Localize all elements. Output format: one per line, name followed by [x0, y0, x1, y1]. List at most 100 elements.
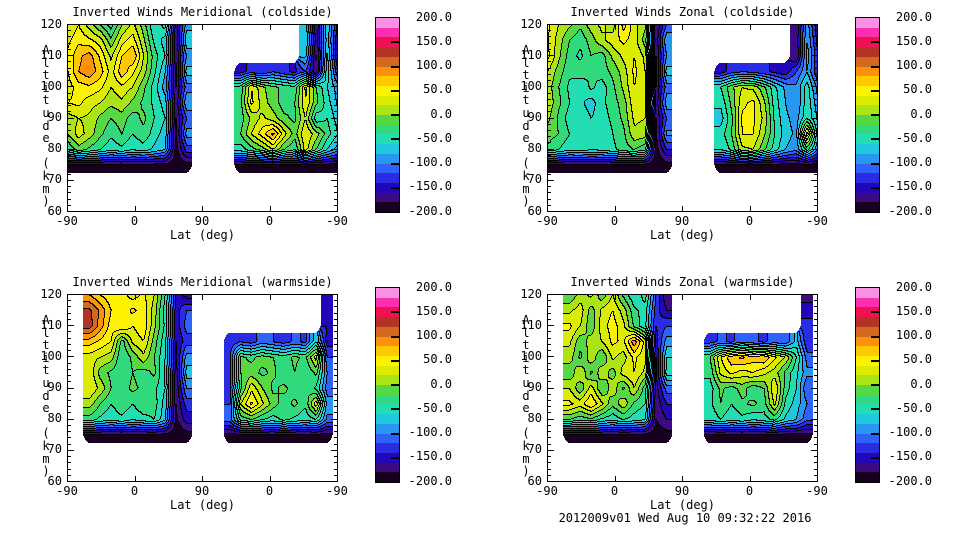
colorbar-tick-label: 50.0 — [423, 352, 452, 367]
colorbar-tick-label: -50.0 — [895, 400, 932, 415]
colorbar-tick — [871, 114, 879, 116]
contour-plot-canvas — [547, 24, 818, 212]
colorbar-tick-label: 150.0 — [895, 303, 932, 318]
colorbar-band — [376, 336, 399, 347]
y-tick-label: 60 — [47, 203, 62, 218]
colorbar-band — [856, 47, 879, 57]
colorbar-band — [376, 173, 399, 183]
colorbar-band — [376, 365, 399, 376]
ylabel-char: ( — [42, 426, 50, 441]
x-tick-label: -90 — [56, 484, 78, 498]
y-tick-label: 110 — [40, 47, 62, 62]
colorbar-band — [856, 37, 879, 48]
colorbar-tick-label: -100.0 — [408, 425, 452, 439]
ylabel-char: t — [42, 93, 50, 108]
colorbar-band — [856, 27, 879, 38]
colorbar-band — [376, 37, 399, 48]
colorbar-band — [856, 66, 879, 77]
colorbar-band — [376, 134, 399, 145]
colorbar-tick — [391, 162, 399, 165]
colorbar-band — [376, 105, 399, 116]
colorbar-tick — [391, 359, 399, 362]
colorbar-band — [856, 105, 879, 116]
colorbar-band — [856, 124, 879, 135]
x-tick-label: 0 — [610, 484, 619, 498]
colorbar-tick-label: -150.0 — [408, 449, 452, 464]
ylabel-char: u — [42, 105, 50, 120]
colorbar-tick-label: 150.0 — [895, 33, 932, 48]
colorbar-band — [856, 163, 879, 174]
colorbar-band — [376, 355, 399, 366]
x-tick-label: 0 — [745, 484, 754, 498]
colorbar-band — [376, 95, 399, 106]
colorbar-tick-label: 50.0 — [423, 82, 452, 97]
ylabel-char: l — [522, 325, 530, 340]
colorbar-band — [856, 202, 879, 213]
colorbar-tick — [391, 311, 399, 314]
colorbar-band — [376, 423, 399, 434]
contour-plot-canvas — [67, 24, 338, 212]
colorbar-band — [376, 404, 399, 415]
colorbar-tick-label: 100.0 — [415, 58, 452, 72]
ylabel-char: i — [42, 350, 50, 365]
colorbar — [375, 287, 400, 483]
colorbar-band — [856, 326, 879, 337]
ylabel-char: k — [522, 168, 530, 183]
colorbar-band — [856, 355, 879, 366]
x-tick-label: -90 — [536, 484, 558, 498]
ylabel-char: ) — [522, 194, 530, 209]
colorbar-band — [376, 163, 399, 174]
ylabel-char: d — [522, 118, 530, 133]
colorbar-band — [376, 443, 399, 453]
colorbar-band — [376, 192, 399, 203]
y-tick-label: 80 — [527, 411, 542, 426]
colorbar-tick — [391, 186, 399, 189]
colorbar-tick-label: 100.0 — [895, 58, 932, 72]
colorbar-band — [856, 472, 879, 483]
colorbar-tick — [871, 89, 879, 92]
colorbar-tick — [871, 384, 879, 386]
ylabel-char: k — [522, 438, 530, 453]
y-tick-label: 90 — [527, 380, 542, 394]
colorbar-band — [376, 85, 399, 96]
colorbar-band — [376, 346, 399, 356]
colorbar-band — [376, 452, 399, 463]
colorbar-band — [376, 124, 399, 135]
colorbar-band — [856, 56, 879, 67]
colorbar-tick-label: -50.0 — [895, 130, 932, 145]
ylabel-char: A — [42, 313, 50, 327]
colorbar-tick — [391, 384, 399, 386]
y-tick-label: 90 — [47, 380, 62, 394]
y-tick-label: 100 — [520, 348, 542, 363]
colorbar-band — [856, 452, 879, 463]
colorbar-tick-label: 150.0 — [415, 33, 452, 48]
colorbar-tick-label: 0.0 — [910, 376, 932, 391]
ylabel-char: u — [522, 105, 530, 120]
colorbar-tick — [871, 456, 879, 459]
colorbar-band — [856, 433, 879, 444]
colorbar-tick-label: -200.0 — [408, 203, 452, 218]
ylabel-char: e — [42, 131, 50, 146]
ylabel-char: l — [522, 55, 530, 70]
colorbar-tick-label: 50.0 — [903, 352, 932, 367]
x-tick-label: 0 — [610, 214, 619, 228]
colorbar-tick — [391, 114, 399, 116]
ylabel-char: e — [42, 401, 50, 416]
ylabel-char: t — [522, 68, 530, 83]
y-tick-label: 80 — [527, 141, 542, 156]
ylabel-char: l — [42, 325, 50, 340]
colorbar-band — [856, 385, 879, 395]
ylabel-char: e — [522, 131, 530, 146]
colorbar-tick-label: -100.0 — [888, 425, 932, 439]
colorbar-band — [856, 173, 879, 183]
colorbar-band — [856, 317, 879, 327]
colorbar-tick-label: -150.0 — [888, 449, 932, 464]
ylabel-char: k — [42, 168, 50, 183]
colorbar-tick — [391, 138, 399, 141]
ylabel-char: m — [42, 181, 50, 196]
ylabel-char: t — [522, 363, 530, 378]
colorbar-tick-label: 100.0 — [415, 328, 452, 342]
ylabel-char: m — [42, 451, 50, 466]
